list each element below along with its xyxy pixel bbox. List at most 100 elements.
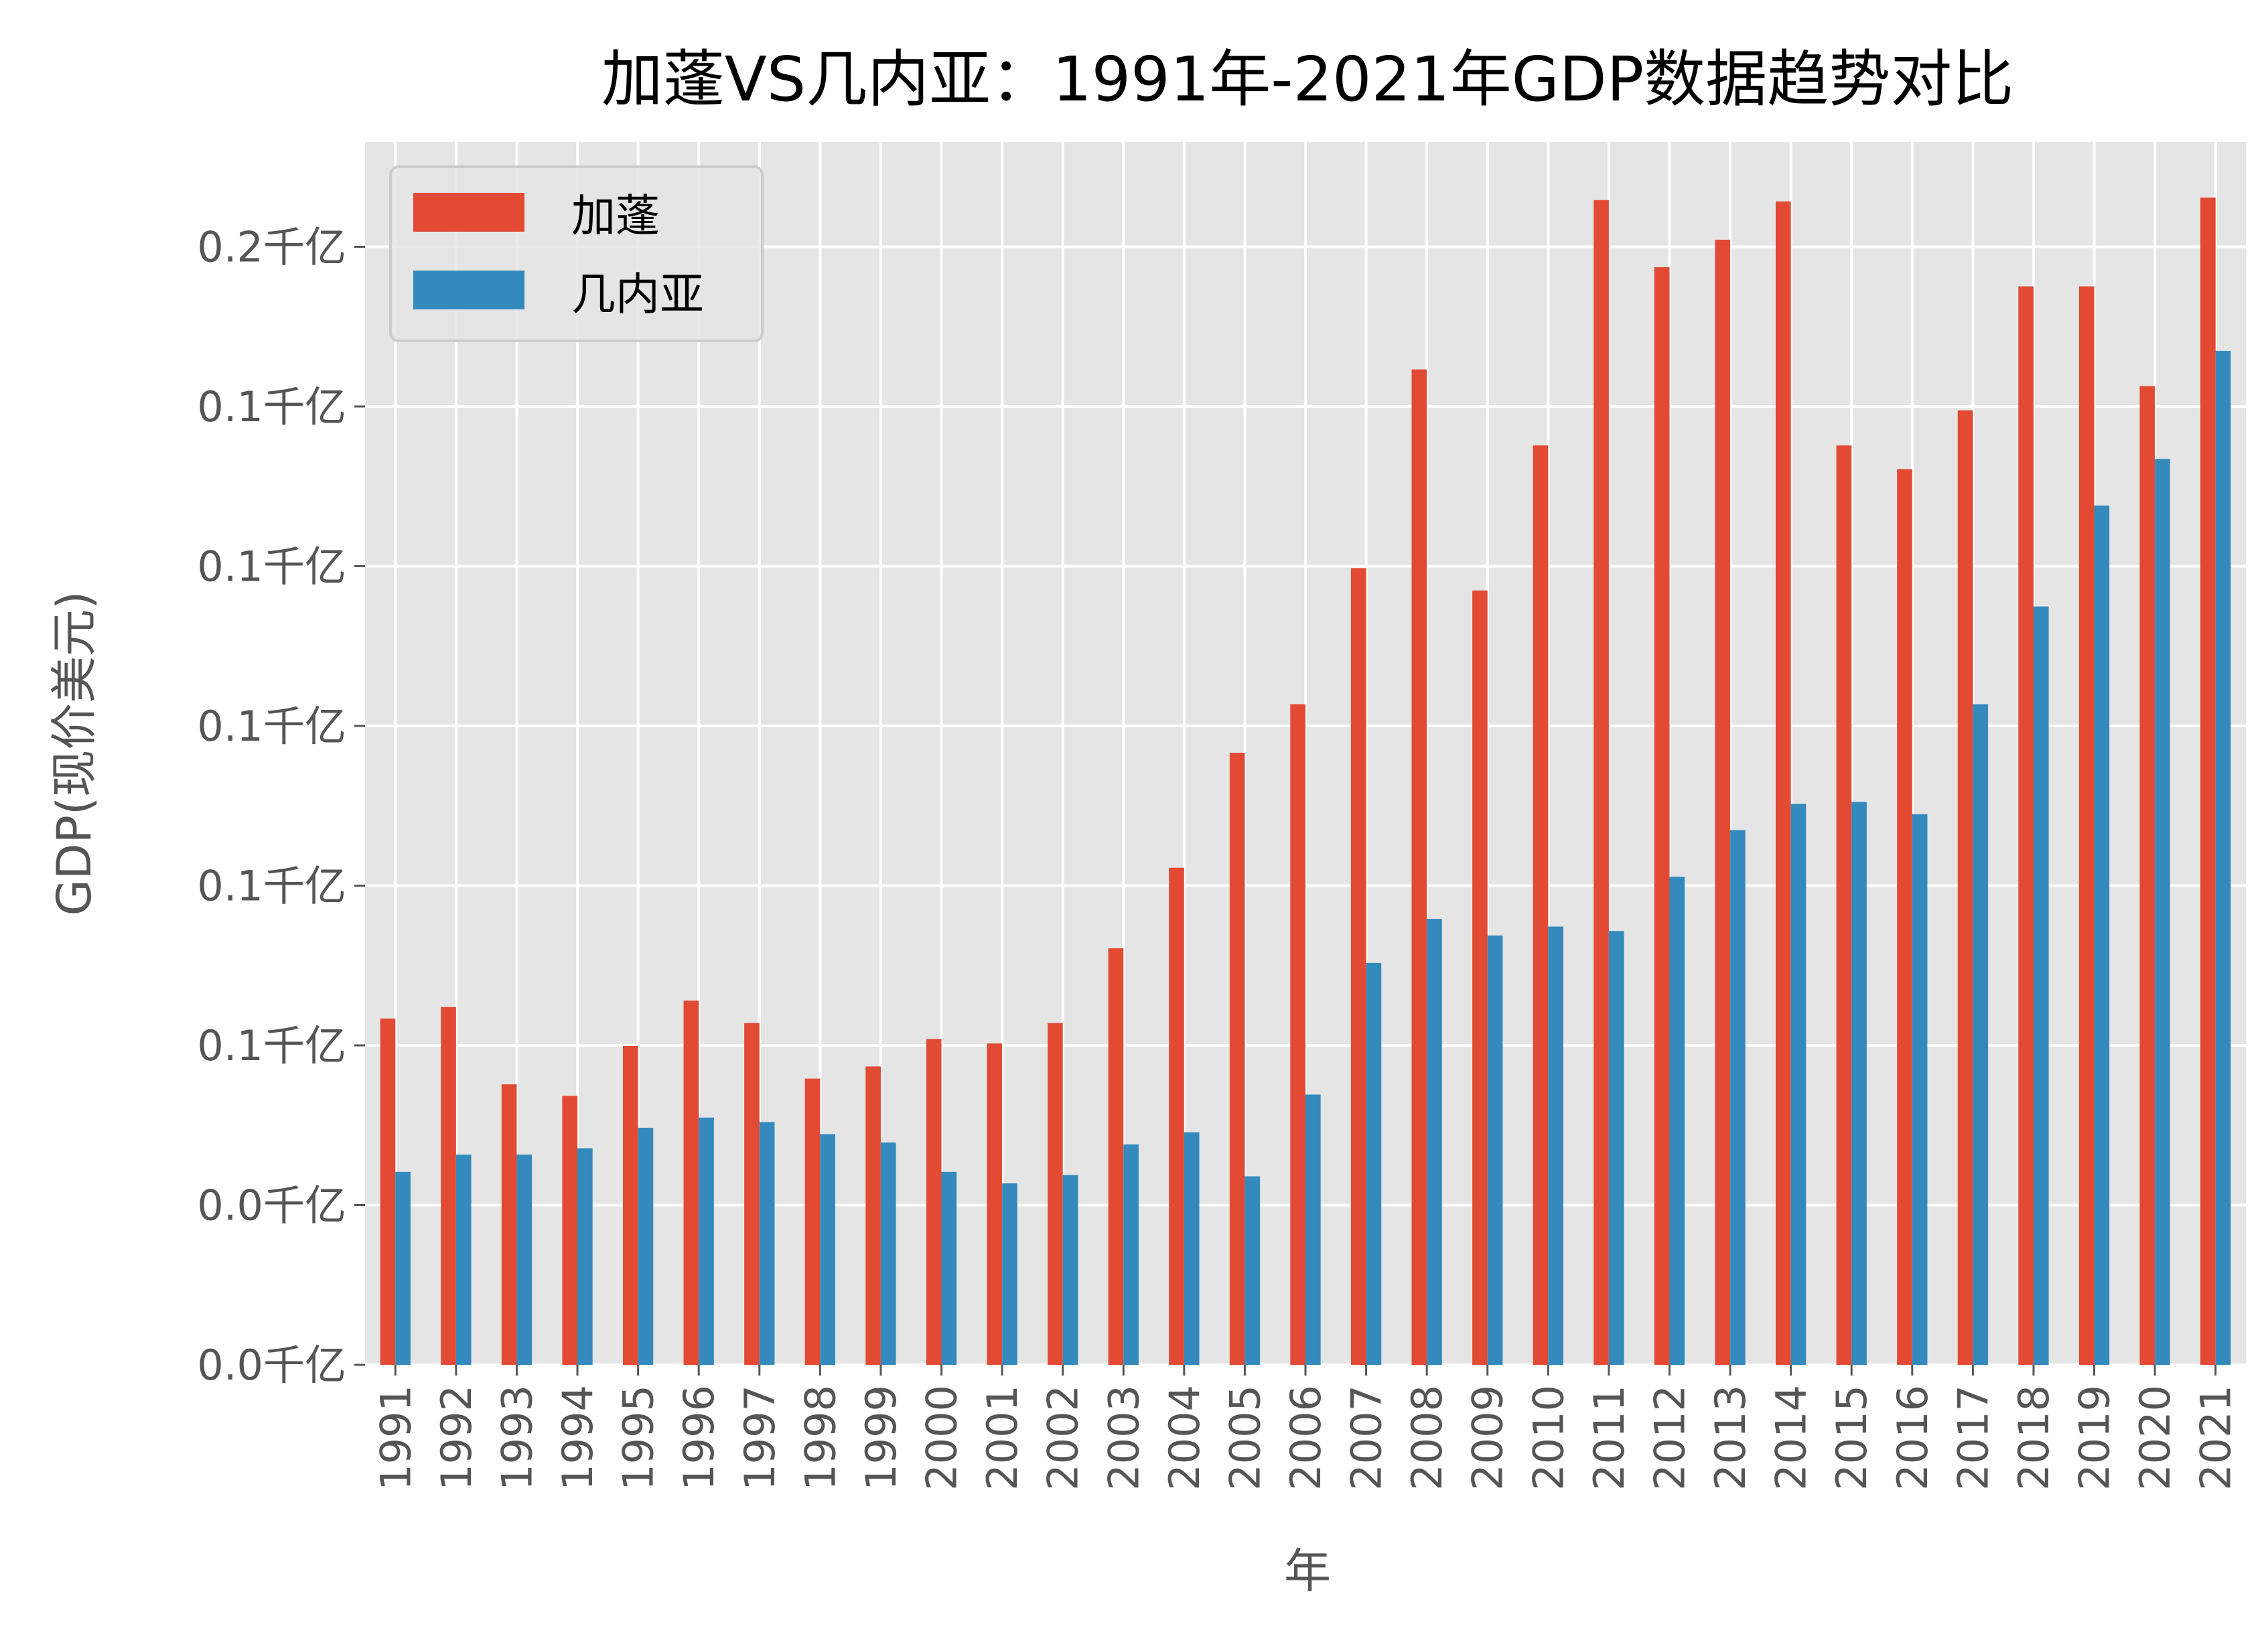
bar-gabon-2005 <box>1229 753 1245 1365</box>
legend-swatch-gabon <box>413 193 524 232</box>
y-tick-label: 0.1千亿 <box>197 861 346 910</box>
bar-gabon-1991 <box>380 1018 396 1365</box>
bar-gabon-1996 <box>683 1001 699 1365</box>
x-tick-label: 2012 <box>1645 1385 1694 1491</box>
bar-guinea-2014 <box>1790 804 1806 1365</box>
x-tick-label: 1996 <box>675 1385 723 1491</box>
bar-guinea-2003 <box>1123 1144 1139 1365</box>
x-tick-label: 1998 <box>796 1385 845 1491</box>
bar-guinea-2010 <box>1548 926 1563 1365</box>
x-tick-label: 1999 <box>857 1385 906 1491</box>
bar-guinea-2021 <box>2215 350 2231 1365</box>
bar-gabon-2019 <box>2078 286 2095 1365</box>
bar-gabon-2013 <box>1715 239 1731 1365</box>
bar-gabon-1999 <box>865 1066 881 1365</box>
x-ticks: 1991 1992 1993 1994 1995 1996 1997 1998 1999 2000… <box>371 1365 2241 1491</box>
bar-guinea-1991 <box>395 1171 411 1365</box>
bar-gabon-2016 <box>1897 469 1912 1365</box>
x-tick-label: 1995 <box>614 1385 663 1491</box>
y-tick-label: 0.0千亿 <box>197 1181 346 1230</box>
bar-gabon-2015 <box>1836 445 1852 1365</box>
bar-gabon-2000 <box>926 1039 942 1365</box>
bar-gabon-2006 <box>1290 704 1305 1365</box>
bar-guinea-1997 <box>759 1122 775 1365</box>
legend-swatch-guinea <box>413 271 524 309</box>
x-tick-label: 2007 <box>1342 1385 1391 1491</box>
bar-gabon-1998 <box>804 1078 821 1365</box>
bar-guinea-2016 <box>1912 814 1928 1365</box>
x-tick-label: 2019 <box>2070 1385 2119 1491</box>
bar-guinea-2018 <box>2033 606 2049 1365</box>
bar-guinea-2002 <box>1062 1175 1078 1365</box>
bar-gabon-2004 <box>1169 867 1184 1365</box>
bar-guinea-1994 <box>577 1148 593 1365</box>
bar-guinea-2000 <box>941 1171 957 1365</box>
bar-guinea-2019 <box>2094 505 2110 1365</box>
bar-guinea-1993 <box>516 1155 533 1365</box>
bar-gabon-1992 <box>441 1007 456 1365</box>
x-tick-label: 1992 <box>432 1385 481 1491</box>
legend-label-guinea: 几内亚 <box>571 269 704 320</box>
x-tick-label: 2006 <box>1281 1385 1330 1491</box>
bar-gabon-2017 <box>1957 410 1973 1365</box>
bar-gabon-1993 <box>501 1084 517 1365</box>
bar-gabon-2014 <box>1776 201 1791 1365</box>
x-tick-label: 2004 <box>1160 1385 1209 1491</box>
x-tick-label: 2001 <box>978 1385 1027 1491</box>
bar-guinea-1995 <box>638 1128 654 1365</box>
x-tick-label: 2016 <box>1888 1385 1937 1491</box>
bar-guinea-2006 <box>1305 1094 1321 1365</box>
bar-gabon-2009 <box>1472 590 1488 1365</box>
chart-title: 加蓬VS几内亚：1991年-2021年GDP数据趋势对比 <box>601 44 2013 115</box>
bar-gabon-2007 <box>1350 568 1366 1365</box>
bar-guinea-2012 <box>1669 877 1685 1365</box>
x-tick-label: 2013 <box>1706 1385 1755 1491</box>
bar-guinea-2015 <box>1851 802 1867 1365</box>
y-tick-label: 0.2千亿 <box>197 222 346 271</box>
bar-gabon-1995 <box>622 1045 638 1365</box>
x-tick-label: 2018 <box>2009 1385 2058 1491</box>
x-tick-label: 2017 <box>1948 1385 1997 1491</box>
y-axis-label: GDP(现价美元) <box>47 591 102 916</box>
x-tick-label: 2010 <box>1524 1385 1573 1491</box>
bars <box>380 198 2231 1365</box>
x-tick-label: 2005 <box>1220 1385 1269 1491</box>
y-tick-label: 0.1千亿 <box>197 382 346 431</box>
x-tick-label: 1991 <box>371 1385 420 1491</box>
x-tick-label: 2020 <box>2131 1385 2180 1491</box>
bar-guinea-2001 <box>1002 1183 1017 1365</box>
bar-gabon-2018 <box>2018 286 2034 1365</box>
bar-gabon-2003 <box>1108 948 1124 1365</box>
y-tick-label: 0.0千亿 <box>197 1341 346 1390</box>
legend-label-gabon: 加蓬 <box>571 190 660 242</box>
x-tick-label: 2011 <box>1585 1385 1634 1491</box>
x-tick-label: 2021 <box>2192 1385 2241 1491</box>
x-tick-label: 2008 <box>1403 1385 1451 1491</box>
bar-gabon-2010 <box>1533 445 1549 1365</box>
y-tick-label: 0.1千亿 <box>197 702 346 751</box>
bar-gabon-2012 <box>1654 267 1670 1365</box>
x-tick-label: 1997 <box>735 1385 784 1491</box>
x-axis-label: 年 <box>1284 1544 1331 1599</box>
y-ticks: 0.0千亿 0.0千亿 0.1千亿 0.1千亿 0.1千亿 0.1千亿 0.1千亿 0.2千亿 <box>197 222 365 1390</box>
bar-guinea-2004 <box>1184 1132 1200 1365</box>
x-tick-label: 1994 <box>553 1385 602 1491</box>
x-tick-label: 2009 <box>1464 1385 1512 1491</box>
bar-guinea-2011 <box>1608 931 1624 1365</box>
bar-guinea-2005 <box>1245 1176 1261 1365</box>
legend: 加蓬 几内亚 <box>389 165 764 342</box>
bar-guinea-1998 <box>820 1134 835 1365</box>
x-tick-label: 2003 <box>1099 1385 1148 1491</box>
bar-guinea-2020 <box>2155 459 2170 1365</box>
bar-gabon-1994 <box>562 1096 578 1365</box>
bar-guinea-2008 <box>1427 919 1442 1365</box>
bar-gabon-2020 <box>2139 386 2155 1365</box>
bar-guinea-1992 <box>455 1155 472 1365</box>
bar-guinea-2009 <box>1487 935 1503 1365</box>
x-tick-label: 2002 <box>1039 1385 1088 1491</box>
bar-gabon-2001 <box>987 1043 1003 1365</box>
bar-gabon-2008 <box>1411 369 1427 1365</box>
bar-guinea-2017 <box>1973 704 1989 1365</box>
bar-gabon-2021 <box>2200 198 2216 1365</box>
